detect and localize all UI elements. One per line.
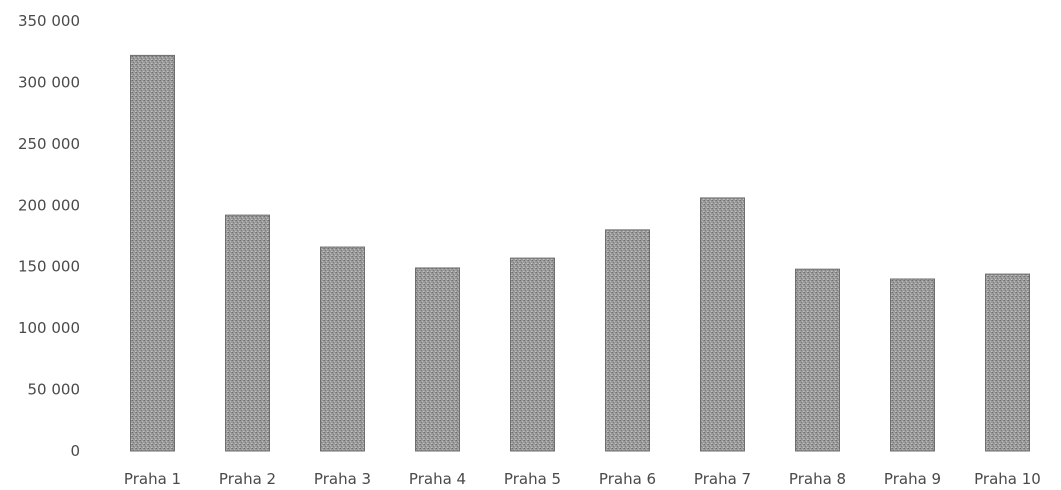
x-tick-label: Praha 5 <box>504 470 561 488</box>
x-axis: Praha 1 Praha 2 Praha 3 Praha 4 Praha 5 Praha… <box>124 470 1041 488</box>
x-tick-label: Praha 6 <box>599 470 656 488</box>
bar-praha-7 <box>700 197 745 452</box>
y-tick-label: 350 000 <box>18 12 80 30</box>
y-tick-label: 300 000 <box>18 73 80 91</box>
y-tick-label: 50 000 <box>28 381 81 399</box>
bar-praha-8 <box>795 268 840 452</box>
x-tick-label: Praha 4 <box>409 470 466 488</box>
x-tick-label: Praha 9 <box>884 470 941 488</box>
x-tick-label: Praha 8 <box>789 470 846 488</box>
x-tick-label: Praha 3 <box>314 470 371 488</box>
x-tick-label: Praha 2 <box>219 470 276 488</box>
y-axis: 0 50 000 100 000 150 000 200 000 250 000 300 0… <box>18 12 80 460</box>
bar-praha-3 <box>320 246 365 452</box>
bar-praha-2 <box>225 214 270 452</box>
bar-praha-6 <box>605 229 650 452</box>
y-tick-label: 0 <box>70 442 80 460</box>
bar-praha-10 <box>985 273 1030 452</box>
x-tick-label: Praha 10 <box>974 470 1041 488</box>
x-tick-label: Praha 1 <box>124 470 181 488</box>
y-tick-label: 100 000 <box>18 319 80 337</box>
x-tick-label: Praha 7 <box>694 470 751 488</box>
y-tick-label: 150 000 <box>18 258 80 276</box>
bar-praha-5 <box>510 257 555 452</box>
y-tick-label: 250 000 <box>18 135 80 153</box>
bars <box>130 54 1030 452</box>
bar-praha-4 <box>415 267 460 452</box>
bar-praha-1 <box>130 54 175 452</box>
y-tick-label: 200 000 <box>18 196 80 214</box>
bar-praha-9 <box>890 278 935 452</box>
